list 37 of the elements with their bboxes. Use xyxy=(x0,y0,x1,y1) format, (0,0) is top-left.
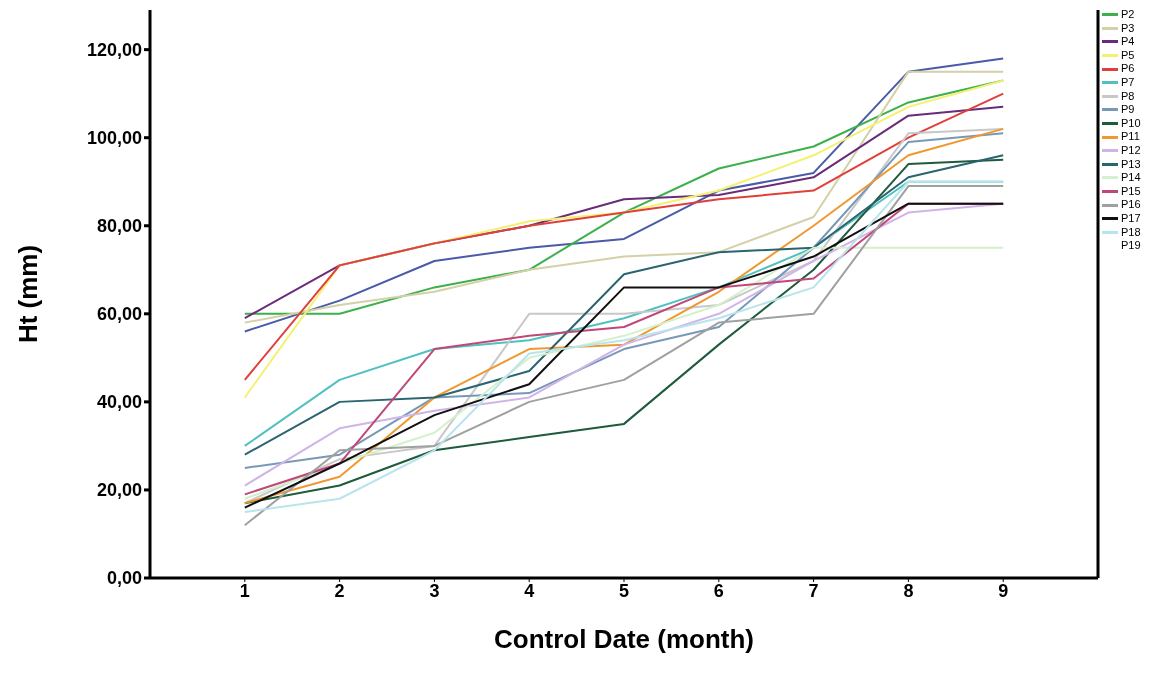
legend-label: P4 xyxy=(1121,35,1135,49)
legend-label: P6 xyxy=(1121,62,1135,76)
text: P19 xyxy=(1121,239,1141,253)
legend-label: P8 xyxy=(1121,89,1135,104)
legend-label: P3 xyxy=(1121,21,1135,36)
legend-label: P5 xyxy=(1121,48,1135,63)
legend-label: P16 xyxy=(1121,198,1141,212)
legend-label: P10 xyxy=(1121,116,1141,131)
y-axis-title: Ht (mm) xyxy=(13,244,44,344)
y-tick-label: 60,00 xyxy=(96,304,142,325)
x-tick-label: 1 xyxy=(239,580,250,601)
x-tick-label: 3 xyxy=(429,580,440,601)
legend-label: P15 xyxy=(1121,184,1141,199)
x-tick-label: 8 xyxy=(903,580,914,601)
legend-label: P9 xyxy=(1121,103,1135,117)
legend-label: P11 xyxy=(1121,130,1140,144)
x-axis-title: Control Date (month) xyxy=(494,624,754,654)
legend-label: P2 xyxy=(1121,8,1135,22)
legend-label: P18 xyxy=(1121,225,1141,240)
y-tick-label: 100,00 xyxy=(86,128,142,149)
y-tick-label: 20,00 xyxy=(96,480,142,501)
y-tick-label: 40,00 xyxy=(96,392,142,413)
x-tick-label: 5 xyxy=(618,580,630,601)
x-tick-label: 2 xyxy=(334,580,345,601)
x-tick-label: 6 xyxy=(713,580,724,601)
y-tick-label: 0,00 xyxy=(106,568,142,589)
legend-label: P17 xyxy=(1121,211,1141,226)
legend-label: P14 xyxy=(1121,171,1141,185)
x-tick-label: 4 xyxy=(524,580,535,601)
x-tick-label: 9 xyxy=(998,580,1009,601)
legend-label: P12 xyxy=(1121,143,1141,158)
legend-label: P7 xyxy=(1121,75,1135,90)
x-tick-label: 7 xyxy=(808,580,819,601)
line-series xyxy=(243,246,1005,500)
legend-label: P13 xyxy=(1121,157,1141,172)
y-tick-label: 80,00 xyxy=(96,216,142,237)
y-tick-label: 120,00 xyxy=(86,40,142,61)
